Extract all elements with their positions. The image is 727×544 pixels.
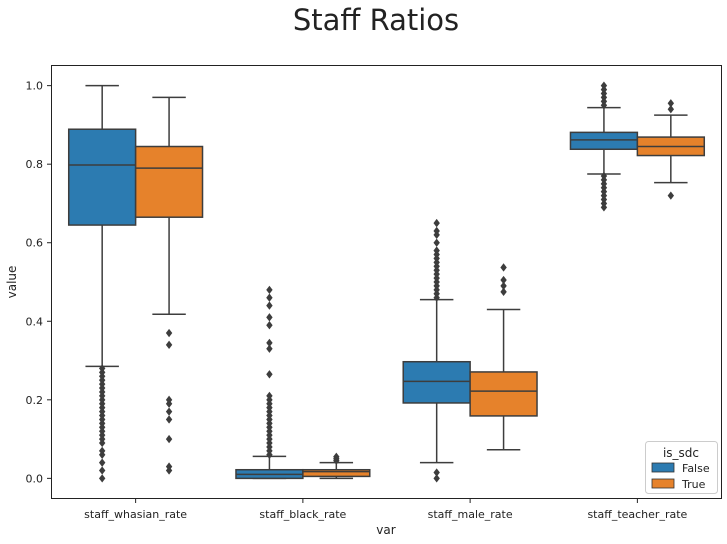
x-tick-label: staff_black_rate — [259, 508, 346, 521]
outlier-point — [500, 287, 507, 296]
box-iqr — [402, 360, 471, 404]
box-iqr — [569, 131, 639, 151]
y-tick-label: 0.0 — [26, 472, 44, 485]
y-tick-label: 0.8 — [26, 158, 44, 171]
legend-label-false: False — [682, 462, 710, 475]
outlier-point — [500, 275, 507, 285]
outlier-point — [500, 263, 507, 272]
plot-area — [51, 65, 722, 499]
outlier-point — [433, 246, 440, 255]
legend-title: is_sdc — [663, 446, 699, 460]
x-tick-label: staff_teacher_rate — [587, 508, 687, 521]
outlier-point — [600, 81, 608, 90]
outlier-point — [667, 105, 675, 114]
box-false-staff_black_rate — [235, 285, 304, 480]
outlier-point — [266, 391, 273, 401]
outlier-point — [266, 344, 273, 353]
outlier-point — [433, 238, 440, 247]
outlier-point — [600, 171, 608, 181]
y-axis: 0.0 0.2 0.4 0.6 0.8 1.0 — [26, 80, 52, 485]
box-iqr — [134, 145, 204, 218]
outlier-point — [165, 328, 173, 338]
x-axis-label: var — [376, 523, 395, 537]
outlier-point — [433, 474, 440, 483]
chart-title: Staff Ratios — [293, 3, 459, 37]
box-false-staff_male_rate — [402, 218, 471, 483]
box-plots — [67, 81, 706, 483]
outlier-point — [165, 415, 173, 424]
x-axis: staff_whasian_rate staff_black_rate staff_… — [84, 498, 688, 521]
outlier-point — [266, 321, 273, 330]
outlier-point — [433, 468, 440, 477]
outlier-point — [266, 293, 273, 302]
box-false-staff_teacher_rate — [569, 81, 639, 212]
box-true-staff_teacher_rate — [636, 99, 706, 200]
outlier-point — [433, 218, 440, 228]
outlier-point — [433, 226, 440, 236]
legend-swatch-true — [651, 478, 675, 489]
outlier-point — [98, 466, 106, 475]
x-tick-label: staff_male_rate — [428, 508, 513, 521]
outlier-point — [98, 458, 106, 467]
box-iqr — [67, 128, 137, 226]
outlier-point — [667, 191, 675, 200]
outlier-point — [98, 364, 106, 373]
box-true-staff_black_rate — [302, 452, 371, 480]
outlier-point — [165, 407, 173, 416]
legend-swatch-false — [651, 462, 675, 473]
legend-label-true: True — [681, 478, 706, 491]
outlier-point — [266, 301, 273, 310]
outlier-point — [165, 340, 173, 349]
y-axis-label: value — [5, 266, 19, 299]
box-true-staff_male_rate — [469, 263, 538, 451]
outlier-point — [165, 434, 173, 444]
outlier-point — [165, 462, 173, 471]
y-tick-label: 0.2 — [26, 394, 44, 407]
outlier-point — [266, 285, 273, 295]
outlier-point — [98, 446, 106, 456]
y-tick-label: 0.4 — [26, 315, 44, 328]
outlier-point — [266, 370, 273, 379]
outlier-point — [500, 281, 507, 291]
legend: is_sdc False True — [645, 441, 718, 494]
outlier-point — [266, 313, 273, 322]
outlier-point — [667, 99, 675, 108]
outlier-point — [333, 452, 340, 461]
box-iqr — [469, 371, 538, 417]
box-true-staff_whasian_rate — [134, 96, 204, 475]
y-tick-label: 0.6 — [26, 237, 44, 250]
outlier-point — [165, 395, 173, 404]
outlier-point — [98, 474, 106, 483]
box-iqr — [302, 468, 371, 478]
x-tick-label: staff_whasian_rate — [84, 508, 187, 521]
y-tick-label: 1.0 — [26, 80, 44, 93]
outlier-point — [266, 338, 273, 348]
box-false-staff_whasian_rate — [67, 84, 137, 483]
